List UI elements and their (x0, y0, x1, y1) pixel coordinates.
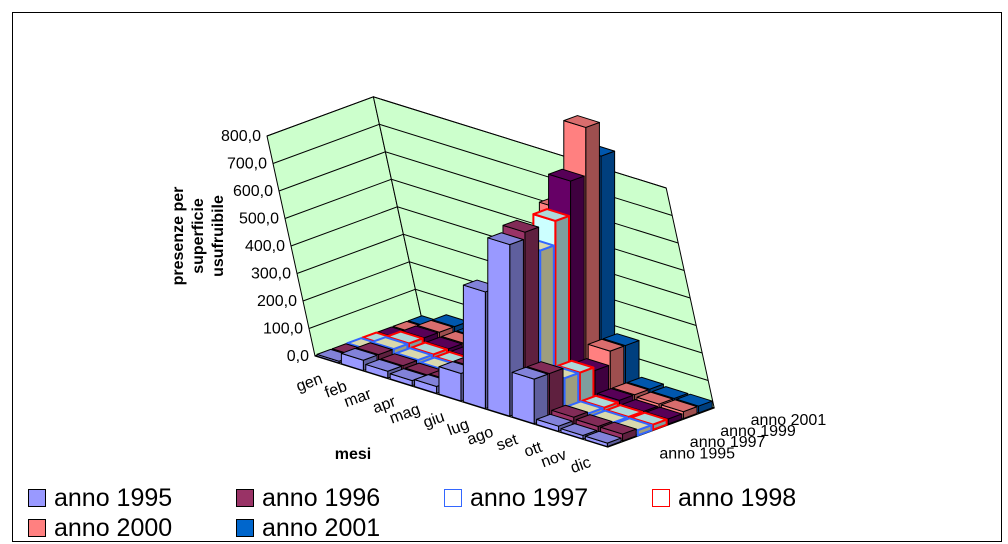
depth-axis-label: anno 1995 (659, 445, 735, 462)
bar-anno-1996-top (380, 353, 418, 367)
legend-label: anno 1996 (262, 483, 381, 512)
bar-anno-2000-top (587, 338, 625, 352)
bar-anno-1996-top (551, 404, 588, 418)
legend-swatch (236, 519, 254, 537)
bar-anno-1999-top (548, 168, 585, 182)
x-tick-label: set (494, 431, 520, 454)
legend-label: anno 1995 (54, 483, 173, 512)
y-tick-label: 500,0 (239, 211, 279, 228)
legend-item-anno-1998: anno 1998 (652, 484, 796, 512)
bar-anno-1995 (462, 284, 486, 410)
legend-item-anno-1995: anno 1995 (28, 484, 172, 512)
x-tick-label: feb (323, 378, 350, 402)
legend-swatch (28, 519, 46, 537)
bar-anno-2000-top (636, 391, 674, 405)
bar-anno-1996-top (502, 219, 540, 233)
depth-axis-label: anno 2001 (751, 412, 827, 429)
depth-axis-label: anno 1999 (720, 423, 796, 440)
chart-plot: 0,0 100,0 200,0 300,0 400,0 500,0 600,0 700,0 80… (170, 96, 827, 477)
bar-anno-2000-top (416, 319, 454, 333)
bar-anno-1995-top (584, 430, 622, 444)
bar-anno-2001-top (676, 393, 713, 407)
x-axis-title: mesi (335, 446, 371, 463)
bar-anno-2001-top (627, 376, 664, 390)
bar-anno-1996-top (526, 361, 564, 375)
bar-anno-2000-top (563, 115, 600, 128)
bar-anno-1995-top (536, 413, 573, 427)
y-axis-title: presenze per superficie usufruibile (170, 187, 227, 286)
chart-frame: 0,0 100,0 200,0 300,0 400,0 500,0 600,0 700,0 80… (12, 12, 1002, 542)
y-tick-label: 200,0 (257, 293, 297, 310)
bar-anno-1996-top (600, 421, 637, 435)
bar-anno-1995-top (340, 347, 378, 361)
bar-anno-1999-top (596, 387, 634, 401)
bar-anno-1995-top (487, 232, 524, 246)
y-tick-label: 0,0 (287, 348, 309, 365)
legend-item-anno-2000: anno 2000 (28, 514, 172, 542)
legend-swatch (236, 489, 254, 507)
bar-anno-1995 (487, 237, 511, 417)
legend-label: anno 2000 (54, 513, 173, 542)
bar-anno-2001-top (602, 333, 640, 347)
bar-anno-1997-top (370, 336, 409, 351)
x-tick-label: dic (568, 454, 593, 477)
bar-anno-2000-top (612, 382, 649, 396)
depth-axis-label: anno 1997 (690, 434, 766, 451)
legend-item-anno-1996: anno 1996 (236, 484, 380, 512)
x-tick-label: lug (445, 416, 471, 439)
bar-anno-2001-top (651, 386, 689, 399)
bar-anno-1995 (511, 371, 535, 425)
bar-anno-1996-top (575, 414, 613, 427)
bar-anno-1995-top (365, 358, 402, 372)
chart-legend: anno 1995 anno 1996 anno 1997 anno 1998 anno… (12, 480, 1002, 542)
legend-label: anno 1998 (678, 483, 797, 512)
x-tick-label: gen (294, 370, 325, 395)
x-tick-label: giu (421, 408, 447, 431)
y-tick-label: 400,0 (245, 238, 285, 255)
legend-label: anno 2001 (262, 513, 381, 542)
legend-swatch (444, 489, 462, 507)
y-tick-label: 100,0 (263, 321, 303, 338)
y-tick-label: 800,0 (221, 128, 261, 145)
y-tick-label: 300,0 (251, 266, 291, 283)
y-tick-label: 600,0 (233, 183, 273, 200)
x-tick-label: ott (522, 439, 545, 461)
bar-anno-1997-top (395, 347, 433, 362)
bar-anno-1995-top (511, 366, 549, 380)
bar-anno-2000-top (660, 399, 698, 413)
y-tick-label: 700,0 (227, 156, 267, 173)
bar-anno-1995-top (560, 423, 598, 437)
x-tick-label: nov (539, 446, 569, 471)
legend-item-anno-1997: anno 1997 (444, 484, 588, 512)
legend-swatch (28, 489, 46, 507)
bar-anno-1996-top (356, 342, 393, 356)
legend-item-anno-2001: anno 2001 (236, 514, 380, 542)
legend-swatch (652, 489, 670, 507)
legend-label: anno 1997 (470, 483, 589, 512)
bar-anno-1998-top (532, 208, 571, 222)
